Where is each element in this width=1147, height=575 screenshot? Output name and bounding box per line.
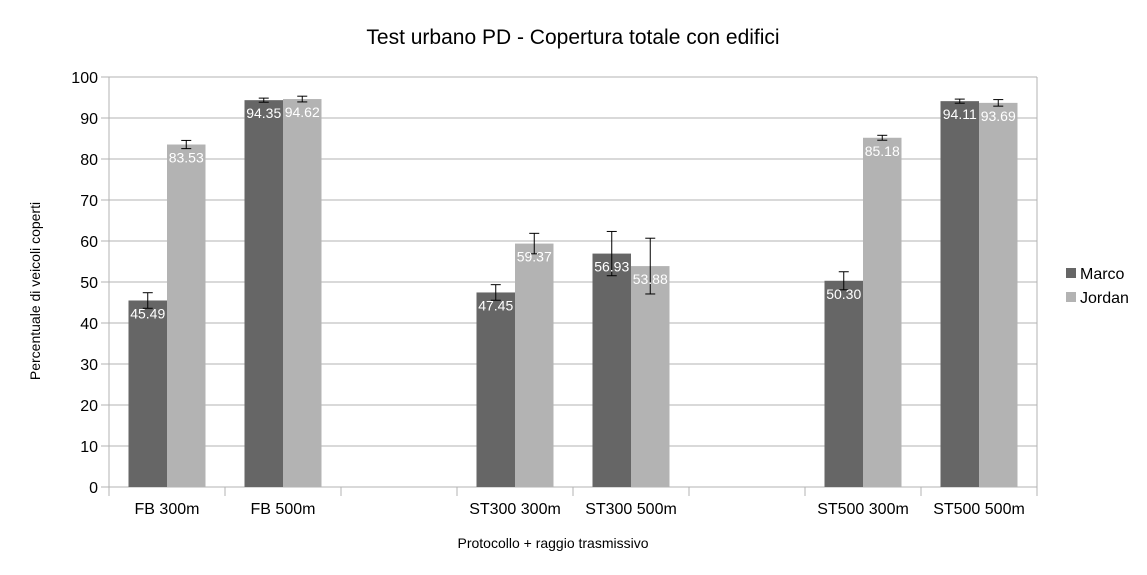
- bar-marco: [128, 300, 167, 487]
- data-label: 94.11: [943, 106, 977, 122]
- bar-jordan: [631, 266, 670, 487]
- x-category-label: FB 500m: [251, 501, 316, 518]
- x-category-label: FB 300m: [135, 501, 200, 518]
- y-tick-label: 90: [80, 111, 98, 128]
- y-tick-label: 80: [80, 152, 98, 169]
- error-bars: [142, 95, 1004, 309]
- y-tick-label: 40: [80, 316, 98, 333]
- y-tick-label: 70: [80, 193, 98, 210]
- bar-marco: [940, 101, 979, 488]
- data-label: 94.62: [285, 104, 320, 120]
- data-label: 56.93: [594, 259, 629, 275]
- data-label: 45.49: [130, 305, 165, 321]
- y-tick-label: 100: [71, 70, 98, 87]
- legend: Marco Jordan: [1066, 266, 1129, 307]
- bar-marco: [592, 253, 631, 487]
- legend-swatch-jordan: [1066, 292, 1076, 302]
- x-category-label: ST500 300m: [817, 501, 909, 518]
- y-tick-label: 20: [80, 398, 98, 415]
- bar-marco: [244, 100, 283, 487]
- y-tick-label: 10: [80, 439, 98, 456]
- data-labels: 45.49 83.53 94.35 94.62 47.45 59.37 56.9353.88…: [130, 104, 1016, 321]
- y-tick-label: 60: [80, 234, 98, 251]
- x-axis-title: Protocollo + raggio trasmissivo: [457, 535, 648, 551]
- bar-jordan: [979, 102, 1018, 487]
- data-label: 94.35: [246, 105, 281, 121]
- bar-jordan: [283, 99, 322, 488]
- data-label: 53.88: [633, 271, 668, 287]
- bar-marco: [824, 280, 863, 487]
- y-tick-label: 0: [89, 480, 98, 497]
- legend-label-marco: Marco: [1080, 266, 1125, 283]
- y-axis-title: Percentuale di veicoli coperti: [27, 202, 43, 380]
- data-label: 47.45: [478, 297, 513, 313]
- data-label: 50.30: [826, 286, 861, 302]
- y-tick-label: 30: [80, 357, 98, 374]
- data-label: 83.53: [169, 150, 204, 166]
- legend-label-jordan: Jordan: [1080, 290, 1129, 307]
- bar-jordan: [167, 144, 206, 488]
- y-tick-labels: 0 10 20 30 40 50 60 70 80 90 100: [71, 70, 98, 497]
- data-label: 93.69: [981, 108, 1016, 124]
- bar-jordan: [863, 137, 902, 487]
- x-category-label: ST300 300m: [469, 501, 561, 518]
- y-tick-label: 50: [80, 275, 98, 292]
- bar-jordan: [515, 243, 554, 487]
- legend-swatch-marco: [1066, 268, 1076, 278]
- bars: [128, 99, 1018, 488]
- x-category-label: ST500 500m: [933, 501, 1025, 518]
- data-label: 85.18: [865, 143, 900, 159]
- bar-marco: [476, 292, 515, 487]
- chart-title: Test urbano PD - Copertura totale con ed…: [366, 26, 779, 49]
- x-category-label: ST300 500m: [585, 501, 677, 518]
- data-label: 59.37: [517, 249, 552, 265]
- x-category-labels: FB 300m FB 500m ST300 300m ST300 500m ST500 …: [135, 501, 1025, 518]
